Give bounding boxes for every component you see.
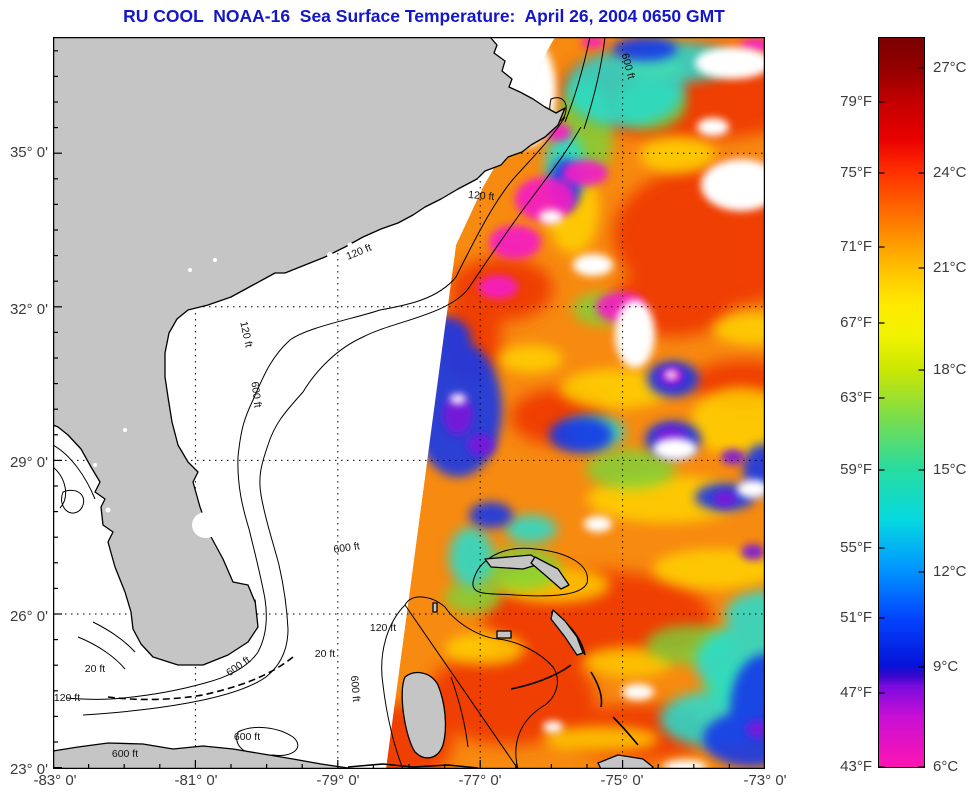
map-border — [53, 37, 765, 769]
contour-label: 20 ft — [85, 663, 106, 675]
contour-label: 600 ft — [348, 675, 362, 702]
lon-tick-label: -77° 0' — [458, 772, 502, 789]
contour-label: 120 ft — [54, 692, 80, 704]
sst-map: 120 ft 120 ft 600 ft 600 ft 120 ft 600 f… — [53, 37, 765, 769]
colorbar-fahrenheit-label: 55°F — [840, 539, 872, 556]
contour-label: 600 ft — [333, 540, 361, 556]
temperature-colorbar — [878, 37, 925, 768]
colorbar-fahrenheit-label: 71°F — [840, 238, 872, 255]
axis-tick-marks — [54, 50, 731, 769]
colorbar-celsius-label: 21°C — [933, 259, 967, 276]
contour-label: 600 ft — [248, 381, 263, 409]
lon-tick-label: -75° 0' — [600, 772, 644, 789]
land-florida-keys — [107, 656, 294, 701]
land-andros-island — [401, 671, 447, 759]
lon-tick-label: -83° 0' — [33, 772, 77, 789]
land-new-providence — [496, 630, 512, 639]
landmass — [53, 37, 654, 769]
lat-tick-label: 23° 0' — [9, 761, 48, 778]
land-bimini — [432, 602, 438, 613]
lat-tick-label: 26° 0' — [9, 608, 48, 625]
colorbar-celsius-label: 18°C — [933, 361, 967, 378]
lon-tick-label: -81° 0' — [174, 772, 218, 789]
contour-label: 120 ft — [370, 622, 396, 634]
land-abaco — [530, 556, 570, 590]
land-grand-bahama — [484, 554, 544, 570]
contour-label: 600 ft — [234, 731, 260, 743]
colorbar-fahrenheit-label: 75°F — [840, 164, 872, 181]
lon-tick-label: -79° 0' — [316, 772, 360, 789]
contour-label: 600 ft — [112, 748, 138, 760]
land-eleuthera — [550, 609, 584, 656]
contour-label: 120 ft — [468, 189, 495, 203]
sst-swath — [386, 37, 765, 769]
lake-okeechobee-and-land-clouds — [93, 242, 353, 538]
lon-tick-label: -73° 0' — [743, 772, 787, 789]
colorbar-fahrenheit-label: 43°F — [840, 758, 872, 775]
colorbar-border — [878, 37, 925, 768]
contour-label: 120 ft — [237, 320, 254, 348]
plot-title: RU COOL NOAA-16 Sea Surface Temperature:… — [123, 6, 725, 26]
lat-tick-label: 35° 0' — [9, 144, 48, 161]
colorbar-fahrenheit-label: 47°F — [840, 684, 872, 701]
colorbar-celsius-label: 12°C — [933, 563, 967, 580]
colorbar-fahrenheit-label: 79°F — [840, 93, 872, 110]
land-hispaniola-tip — [597, 754, 654, 769]
colorbar-gradient — [878, 37, 925, 768]
colorbar-fahrenheit-label: 63°F — [840, 389, 872, 406]
colorbar-fahrenheit-label: 51°F — [840, 609, 872, 626]
lat-tick-label: 29° 0' — [9, 454, 48, 471]
colorbar-celsius-label: 6°C — [933, 758, 959, 775]
colorbar-celsius-label: 15°C — [933, 461, 967, 478]
colorbar-celsius-label: 9°C — [933, 658, 959, 675]
lat-tick-label: 32° 0' — [9, 301, 48, 318]
graticule-gridlines — [53, 37, 765, 769]
colorbar-fahrenheit-label: 67°F — [840, 314, 872, 331]
land-us-southeast-florida — [53, 37, 566, 666]
colorbar-celsius-label: 27°C — [933, 59, 967, 76]
contour-label: 20 ft — [315, 648, 336, 660]
colorbar-celsius-label: 24°C — [933, 164, 967, 181]
colorbar-fahrenheit-label: 59°F — [840, 461, 872, 478]
